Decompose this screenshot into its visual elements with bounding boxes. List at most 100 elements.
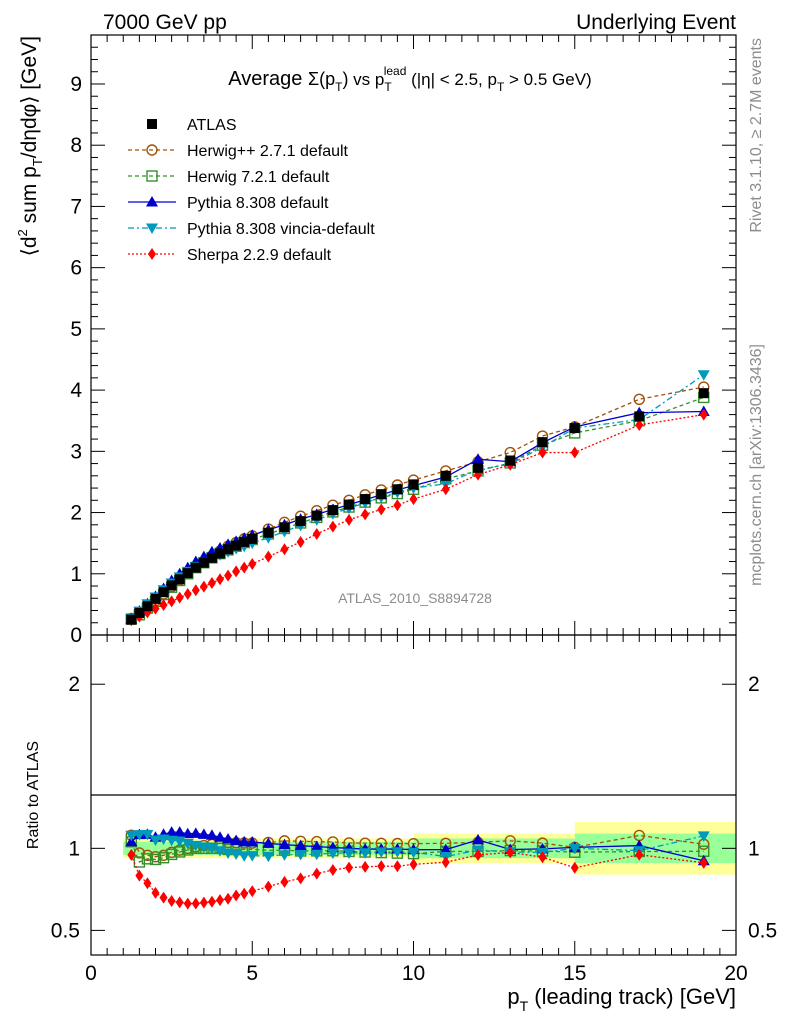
main-panel-background	[91, 35, 736, 635]
series-5-point-8	[191, 584, 200, 597]
series-0-point-8	[190, 562, 201, 573]
series-0-point-12	[223, 544, 234, 555]
legend: ATLAS Herwig++ 2.7.1 default Herwig 7.2.1 …	[128, 117, 375, 264]
title-sup-lead: lead	[384, 64, 407, 78]
series-3-ratio-point-9	[197, 828, 210, 839]
chart-title: Average Σ(pT) vs pTlead (|η| < 2.5, pT >…	[228, 64, 591, 94]
series-4-ratio-point-14	[238, 851, 251, 862]
y-tick-label-9: 9	[70, 73, 82, 96]
series-5-point-26	[441, 483, 450, 496]
series-5-point-15	[248, 557, 257, 570]
series-5-point-17	[280, 543, 289, 556]
series-3-ratio-point-17	[278, 838, 291, 850]
series-0-point-7	[182, 568, 193, 579]
series-5-ratio-point-14	[240, 887, 249, 900]
series-5-ratio-point-10	[207, 895, 216, 908]
ratio-tick-label-left-1: 1	[68, 837, 80, 860]
y-tick-label-3: 3	[70, 440, 82, 463]
series-5-ratio-point-9	[199, 896, 208, 909]
series-5-ratio-point-28	[506, 846, 515, 859]
series-5-ratio-point-12	[224, 892, 233, 905]
series-0-point-28	[505, 455, 516, 466]
series-0-point-15	[247, 533, 258, 544]
x-tick-label-3: 15	[563, 962, 586, 985]
series-5-ratio-point-31	[635, 848, 644, 861]
legend-marker-2	[146, 170, 158, 182]
rivet-version-label: Rivet 3.1.10, ≥ 2.7M events	[748, 38, 765, 233]
series-4-ratio-point-30	[568, 843, 581, 855]
series-4-ratio-point-24	[391, 847, 404, 858]
ratio-tick-label-right-1: 1	[748, 837, 760, 860]
series-5-point-16	[264, 550, 273, 563]
legend-label-1: Herwig++ 2.7.1 default	[187, 143, 349, 160]
series-3-ratio-point-13	[230, 834, 243, 845]
series-0-point-1	[134, 607, 145, 618]
series-5-line	[131, 413, 704, 621]
main-series-layer	[125, 370, 710, 627]
legend-label-4: Pythia 8.308 vincia-default	[187, 221, 375, 238]
legend-marker-0	[147, 119, 157, 129]
title-tail2: > 0.5 GeV)	[504, 70, 591, 89]
ylabel-end: /dηdφ⟩ [GeV]	[18, 36, 41, 158]
series-3-ratio-point-19	[310, 840, 323, 852]
title-vs: vs p	[348, 70, 384, 89]
series-4-ratio-point-21	[343, 848, 355, 859]
series-5-point-3	[151, 602, 160, 615]
series-3-ratio-point-11	[214, 831, 226, 842]
series-5-ratio-point-18	[296, 872, 305, 885]
x-tick-label-2: 10	[402, 962, 425, 985]
series-5-point-23	[377, 503, 386, 516]
series-5-ratio-point-27	[474, 848, 482, 861]
series-4-ratio-point-32	[697, 831, 710, 842]
legend-label-3: Pythia 8.308 default	[187, 195, 329, 212]
y-tick-label-0: 0	[70, 624, 82, 647]
series-0-point-24	[392, 484, 403, 495]
series-5-ratio-point-6	[175, 896, 184, 909]
series-2-ratio-point-1	[133, 856, 146, 868]
analysis-watermark: ATLAS_2010_S8894728	[338, 590, 492, 606]
legend-label-5: Sherpa 2.2.9 default	[187, 247, 332, 264]
title-tail: (|η| < 2.5, p	[406, 70, 497, 89]
series-5-point-32	[699, 408, 708, 421]
legend-label-2: Herwig 7.2.1 default	[187, 169, 330, 186]
title-sub-T: T	[335, 80, 343, 94]
ylabel-sup: 2	[15, 229, 30, 236]
series-3-ratio-point-16	[262, 837, 275, 848]
series-5-ratio-point-26	[441, 856, 450, 869]
series-0-point-11	[215, 548, 225, 559]
series-5-ratio-point-8	[191, 897, 200, 910]
legend-label-0: ATLAS	[187, 117, 237, 134]
series-3-ratio-point-15	[246, 836, 259, 847]
series-5-point-25	[409, 493, 418, 506]
title-sub-T2: T	[384, 80, 392, 94]
title-sub-T3: T	[497, 80, 505, 94]
series-3-point-27	[472, 453, 484, 464]
series-5-ratio-point-22	[361, 860, 370, 873]
series-4-ratio-point-19	[310, 849, 323, 861]
series-4-ratio-point-16	[262, 851, 275, 863]
series-5-ratio-point-7	[183, 897, 192, 910]
series-0-point-19	[311, 510, 322, 521]
series-5-ratio-point-13	[232, 889, 241, 902]
series-5-ratio-point-21	[345, 861, 353, 874]
series-0-point-3	[150, 593, 161, 604]
series-5-ratio-point-0	[127, 848, 136, 861]
header-left-label: 7000 GeV pp	[103, 11, 227, 34]
series-0-point-20	[327, 505, 338, 516]
series-5-point-30	[570, 446, 579, 459]
series-0-point-16	[263, 527, 274, 538]
series-0-point-9	[198, 557, 209, 568]
legend-marker-5	[148, 248, 156, 260]
series-2-ratio-point-3	[149, 853, 162, 866]
series-4-ratio-point-23	[375, 847, 388, 858]
ratio-tick-label-right-2: 2	[748, 673, 760, 696]
series-0-point-14	[239, 536, 250, 547]
x-tick-label-0: 0	[85, 962, 97, 985]
series-0-point-0	[126, 614, 137, 625]
series-3-ratio-point-10	[205, 829, 218, 840]
ratio-y-axis-label: Ratio to ATLAS	[25, 741, 42, 849]
series-5-ratio-point-2	[143, 877, 152, 890]
series-0-point-26	[440, 470, 451, 481]
series-0-point-18	[295, 516, 306, 527]
